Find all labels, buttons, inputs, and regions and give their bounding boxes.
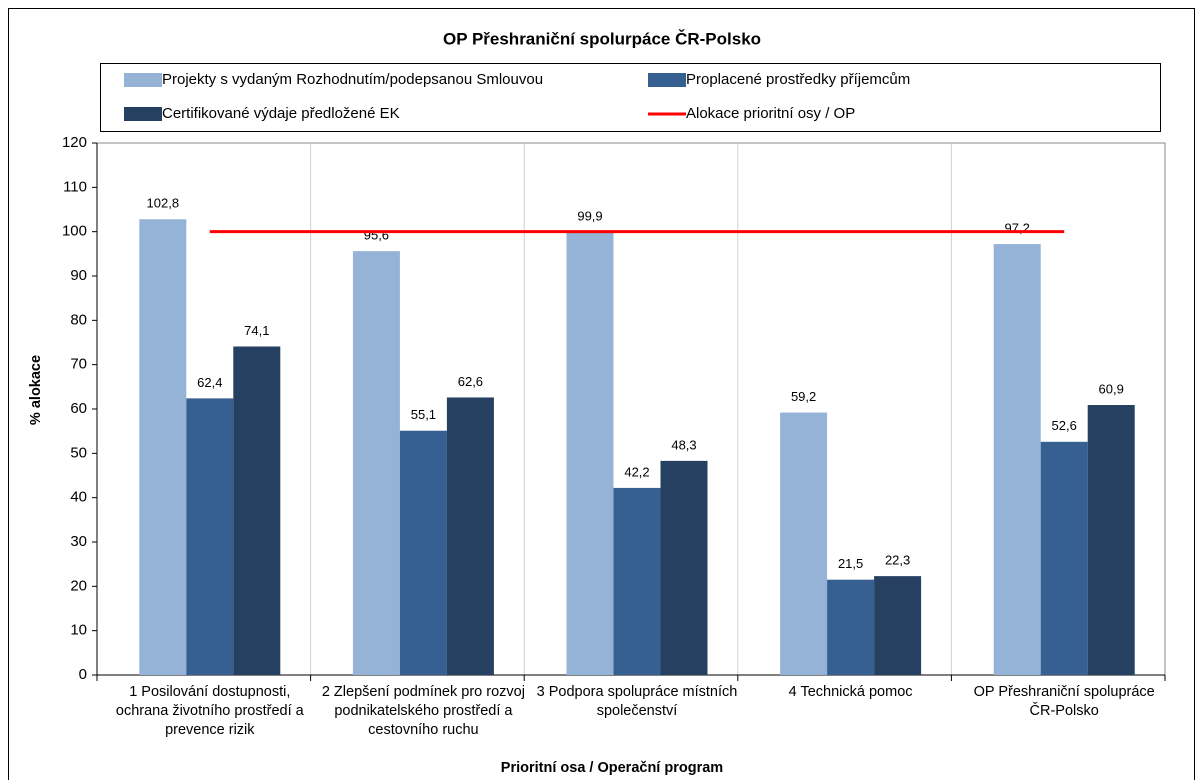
legend-label: Certifikované výdaje předložené EK	[162, 105, 400, 122]
y-tick-label: 80	[70, 311, 87, 328]
x-tick-label: OP Přeshraniční spolupráce ČR-Polsko	[973, 684, 1155, 719]
bar	[139, 219, 187, 675]
bar	[827, 579, 875, 675]
legend-label: Projekty s vydaným Rozhodnutím/podepsano…	[162, 71, 543, 88]
y-tick-label: 10	[70, 622, 87, 639]
legend-marker	[124, 107, 162, 121]
value-label: 102,8	[147, 196, 180, 211]
chart-title: OP Přeshraniční spolurpáce ČR-Polsko	[443, 29, 761, 48]
bar	[1040, 441, 1088, 675]
bar	[1087, 405, 1135, 675]
bar	[233, 346, 281, 675]
value-label: 95,6	[364, 228, 389, 243]
value-label: 48,3	[671, 437, 696, 452]
y-tick-label: 100	[62, 223, 87, 240]
bar	[186, 398, 234, 675]
value-label: 60,9	[1099, 381, 1124, 396]
legend-marker	[648, 73, 686, 87]
value-label: 55,1	[411, 407, 436, 422]
y-tick-label: 20	[70, 577, 87, 594]
y-tick-label: 0	[79, 666, 87, 683]
legend-box	[100, 63, 1161, 132]
y-tick-label: 50	[70, 444, 87, 461]
y-axis-title: % alokace	[28, 355, 44, 425]
legend-label: Alokace prioritní osy / OP	[686, 105, 855, 122]
legend-marker	[124, 73, 162, 87]
x-tick-label: 2 Zlepšení podmínek pro rozvoj podnikate…	[321, 684, 525, 738]
bar	[566, 232, 614, 676]
bar	[399, 430, 447, 675]
value-label: 74,1	[244, 323, 269, 338]
value-label: 52,6	[1052, 418, 1077, 433]
bar	[446, 397, 494, 675]
value-label: 22,3	[885, 553, 910, 568]
y-tick-label: 120	[62, 134, 87, 151]
value-label: 62,4	[197, 375, 222, 390]
y-tick-label: 70	[70, 356, 87, 373]
legend-label: Proplacené prostředky příjemcům	[686, 71, 910, 88]
y-tick-label: 90	[70, 267, 87, 284]
value-label: 59,2	[791, 389, 816, 404]
value-label: 42,2	[624, 464, 649, 479]
x-tick-label: 1 Posilování dostupnosti, ochrana životn…	[115, 684, 304, 738]
bar	[352, 251, 400, 675]
bar	[874, 576, 922, 675]
bar	[660, 460, 708, 675]
bar	[613, 487, 661, 675]
x-tick-label: 4 Technická pomoc	[788, 684, 913, 700]
value-label: 21,5	[838, 556, 863, 571]
x-axis-title: Prioritní osa / Operační program	[501, 760, 723, 776]
value-label: 99,9	[577, 209, 602, 224]
value-label: 97,2	[1005, 221, 1030, 236]
y-tick-label: 60	[70, 400, 87, 417]
y-tick-label: 110	[63, 178, 87, 195]
y-tick-label: 30	[70, 533, 87, 550]
bar	[993, 244, 1041, 675]
value-label: 62,6	[458, 374, 483, 389]
y-tick-label: 40	[70, 489, 87, 506]
x-tick-label: 3 Podpora spolupráce místních společenst…	[536, 684, 738, 719]
bar	[780, 412, 828, 675]
